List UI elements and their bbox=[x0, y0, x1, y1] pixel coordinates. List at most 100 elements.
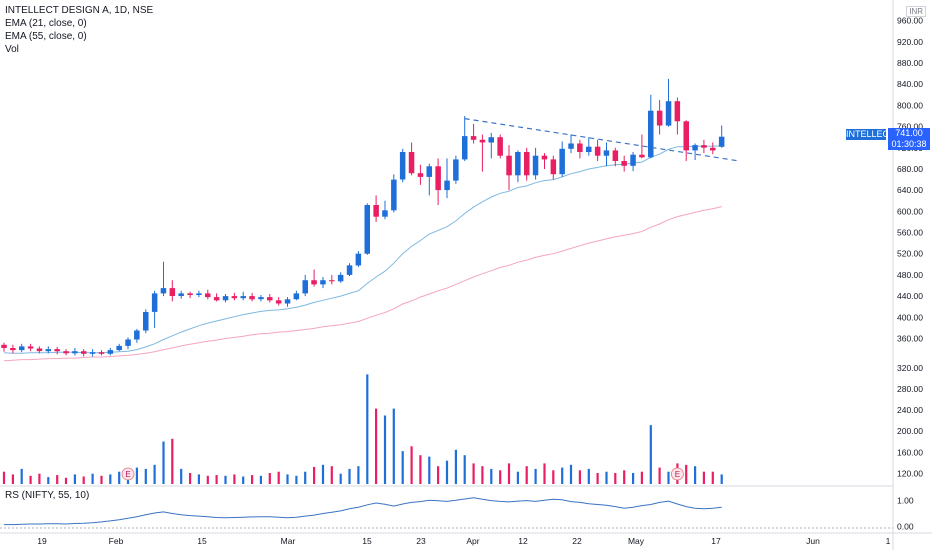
candle-body bbox=[665, 101, 672, 126]
candle bbox=[134, 328, 140, 343]
descending-trendline[interactable] bbox=[464, 118, 740, 162]
time-tick-label: Feb bbox=[109, 536, 124, 546]
legend-ema55[interactable]: EMA (55, close, 0) bbox=[5, 31, 87, 42]
volume-bar bbox=[268, 473, 271, 484]
price-tick-label: 560.00 bbox=[897, 228, 923, 238]
candle bbox=[497, 134, 503, 159]
volume-bar bbox=[587, 468, 590, 484]
candle bbox=[116, 343, 122, 352]
candle bbox=[205, 289, 211, 300]
candle-body bbox=[630, 154, 636, 166]
candle bbox=[178, 290, 184, 299]
volume-bar bbox=[251, 475, 254, 484]
volume-bar bbox=[118, 471, 121, 484]
candle bbox=[479, 134, 486, 172]
axes: 960.00920.00880.00840.00800.00760.00720.… bbox=[37, 16, 923, 546]
volume-bar bbox=[242, 476, 245, 484]
price-tick-label: 640.00 bbox=[897, 185, 923, 195]
candle-body bbox=[337, 274, 344, 282]
last-price-box: 741.00 01:30:38 bbox=[888, 128, 930, 150]
candle bbox=[701, 139, 707, 154]
volume-bar bbox=[339, 473, 342, 484]
volume-bar bbox=[224, 475, 227, 484]
volume-bar bbox=[91, 473, 94, 484]
candle bbox=[541, 153, 548, 169]
candle bbox=[417, 164, 424, 185]
candle bbox=[718, 125, 725, 148]
volume-bar bbox=[445, 460, 449, 484]
currency-tag[interactable]: INR bbox=[906, 6, 926, 17]
price-tick-label: 920.00 bbox=[897, 37, 923, 47]
candle bbox=[337, 272, 344, 283]
candle-body bbox=[63, 351, 69, 354]
volume-bar bbox=[206, 475, 209, 484]
earnings-icon[interactable] bbox=[671, 467, 684, 481]
rs-series bbox=[4, 497, 722, 526]
candle-body bbox=[284, 299, 291, 304]
candle bbox=[577, 139, 583, 159]
candle-body bbox=[621, 161, 627, 166]
volume-bar bbox=[38, 473, 41, 484]
volume-bar bbox=[82, 476, 85, 484]
volume-bar bbox=[215, 475, 218, 484]
candle-body bbox=[320, 280, 326, 285]
candle-body bbox=[462, 136, 468, 160]
volume-bar bbox=[2, 471, 6, 484]
volume-bar bbox=[392, 408, 395, 484]
candle bbox=[524, 147, 530, 181]
rs-legend[interactable]: RS (NIFTY, 55, 10) bbox=[5, 490, 90, 501]
candle-body bbox=[444, 180, 450, 191]
volume-bar bbox=[490, 468, 493, 484]
earnings-marker[interactable]: E bbox=[121, 467, 135, 481]
volume-bar bbox=[437, 466, 440, 484]
time-tick-label: Mar bbox=[281, 536, 296, 546]
ema55-series bbox=[3, 206, 722, 362]
candle-body bbox=[435, 166, 441, 191]
candle-body bbox=[683, 121, 689, 151]
legend-title[interactable]: INTELLECT DESIGN A, 1D, NSE bbox=[5, 5, 154, 16]
candle-body bbox=[302, 280, 308, 294]
candle bbox=[470, 123, 477, 144]
candle bbox=[515, 150, 521, 183]
earnings-marker[interactable]: E bbox=[671, 467, 684, 481]
candle-body bbox=[577, 143, 583, 152]
volume-bar bbox=[162, 441, 165, 484]
volume-bar bbox=[534, 468, 537, 484]
legend-ema21[interactable]: EMA (21, close, 0) bbox=[5, 18, 87, 29]
volume-bar bbox=[543, 463, 546, 484]
candle-body bbox=[249, 296, 255, 300]
earnings-icon[interactable] bbox=[121, 467, 135, 481]
volume-bar bbox=[481, 466, 484, 484]
time-tick-label: 15 bbox=[362, 536, 372, 546]
candle bbox=[320, 277, 326, 289]
candle bbox=[532, 147, 539, 180]
volume-bar bbox=[304, 471, 307, 484]
candle-body bbox=[417, 173, 424, 177]
price-tick-label: 960.00 bbox=[897, 16, 923, 26]
volume-bar bbox=[702, 471, 705, 484]
candle bbox=[10, 344, 16, 354]
candle-body bbox=[45, 349, 51, 352]
volume-bar bbox=[658, 467, 661, 484]
candle bbox=[293, 290, 300, 301]
candle-body bbox=[479, 139, 486, 143]
legend-vol[interactable]: Vol bbox=[5, 44, 19, 55]
candle-body bbox=[258, 297, 264, 300]
ema21-line bbox=[3, 145, 722, 354]
volume-bar bbox=[29, 475, 32, 484]
candle bbox=[231, 292, 238, 301]
volume-bar bbox=[375, 408, 378, 484]
volume-bar bbox=[100, 475, 103, 484]
candle bbox=[391, 174, 397, 213]
candle-body bbox=[107, 350, 114, 354]
candle bbox=[373, 195, 379, 222]
candle bbox=[648, 94, 654, 159]
price-tick-label: 480.00 bbox=[897, 270, 923, 280]
candle-body bbox=[568, 143, 574, 149]
candle-body bbox=[603, 150, 610, 156]
candle-body bbox=[178, 293, 184, 296]
rs-line bbox=[4, 497, 722, 526]
candle-body bbox=[586, 146, 592, 152]
